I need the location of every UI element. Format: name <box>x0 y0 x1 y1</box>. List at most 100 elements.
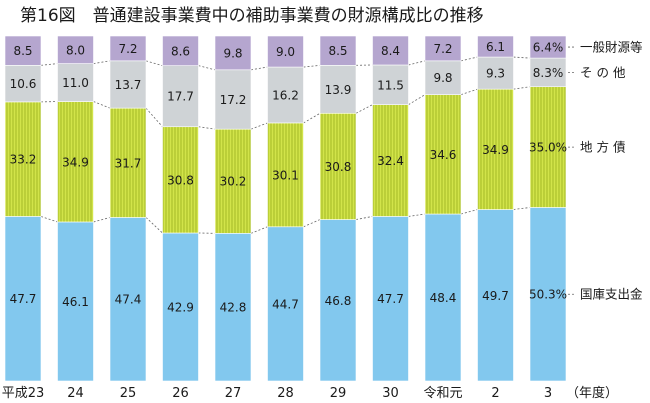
bar-kokko-0 <box>4 216 42 382</box>
label-ippan-7: 8.4 <box>381 44 400 58</box>
bar-sonota-3 <box>162 65 199 128</box>
bar-sonota-7 <box>372 64 409 105</box>
label-chihousai-1: 34.9 <box>62 155 89 169</box>
label-chihousai-3: 30.8 <box>167 173 194 187</box>
connector-7-3 <box>408 60 426 66</box>
segment-labels: 47.7 33.2 10.6 8.5 46.1 34.9 11.0 8.0 47.4 31.7 13… <box>10 40 567 315</box>
label-ippan-3: 8.6 <box>171 44 190 58</box>
connector-5-3 <box>303 64 321 68</box>
connector-8-2 <box>460 88 478 96</box>
label-ippan-5: 9.0 <box>276 45 295 59</box>
connector-5-1 <box>303 219 321 228</box>
connector-2-2 <box>145 107 163 128</box>
label-sonota-4: 17.2 <box>220 93 247 107</box>
x-tick-label-4: 27 <box>225 386 242 401</box>
connector-8-1 <box>460 209 478 215</box>
bar-kokko-7 <box>372 216 409 382</box>
x-tick-label-10: 3 <box>544 386 552 401</box>
x-tick-label-2: 25 <box>120 386 137 401</box>
connector-1-2 <box>93 101 111 109</box>
bar-sonota-4 <box>214 69 252 130</box>
bar-sonota-2 <box>109 60 147 109</box>
connector-7-2 <box>408 94 426 105</box>
bar-ippan-9 <box>477 35 514 58</box>
x-tick-label-7: 30 <box>382 386 399 401</box>
connector-5-2 <box>303 112 321 124</box>
bar-kokko-10 <box>529 207 567 382</box>
label-kokko-0: 47.7 <box>10 292 37 306</box>
label-kokko-4: 42.8 <box>220 301 247 315</box>
label-kokko-7: 47.7 <box>377 292 404 306</box>
bar-ippan-3 <box>162 35 199 66</box>
label-ippan-6: 8.5 <box>328 44 347 58</box>
connector-3-2 <box>198 126 216 130</box>
label-chihousai-9: 34.9 <box>482 143 509 157</box>
label-kokko-10: 50.3% <box>529 288 567 302</box>
legend-label-sonota: そ の 他 <box>580 65 626 80</box>
bar-ippan-5 <box>267 35 304 68</box>
bar-ippan-0 <box>4 35 42 66</box>
bar-kokko-3 <box>162 232 199 382</box>
bar-chihousai-1 <box>57 101 94 223</box>
bar-chihousai-5 <box>267 122 304 228</box>
x-tick-label-0: 平成23 <box>2 386 45 401</box>
x-tick-label-9: 2 <box>491 386 499 401</box>
connector-6-2 <box>355 104 373 114</box>
label-kokko-1: 46.1 <box>62 295 89 309</box>
bar-sonota-0 <box>4 65 42 103</box>
bar-ippan-6 <box>319 35 357 66</box>
label-ippan-2: 7.2 <box>118 42 137 56</box>
label-sonota-6: 13.9 <box>325 83 352 97</box>
label-sonota-3: 17.7 <box>167 90 194 104</box>
connector-1-1 <box>93 217 111 223</box>
label-kokko-2: 47.4 <box>115 293 142 307</box>
connector-0-3 <box>40 63 58 66</box>
legend-label-ippan: 一般財源等 <box>580 40 643 55</box>
connector-9-3 <box>513 56 531 59</box>
label-chihousai-7: 32.4 <box>377 154 404 168</box>
label-chihousai-8: 34.6 <box>430 148 457 162</box>
label-chihousai-0: 33.2 <box>10 153 37 167</box>
label-kokko-6: 46.8 <box>325 294 352 308</box>
label-ippan-0: 8.5 <box>13 44 32 58</box>
bar-chihousai-0 <box>4 101 42 217</box>
bar-kokko-8 <box>424 213 462 382</box>
connector-6-1 <box>355 216 373 220</box>
label-ippan-10: 6.4% <box>533 41 564 55</box>
label-chihousai-4: 30.2 <box>220 175 247 189</box>
connector-4-2 <box>250 122 268 130</box>
bar-sonota-9 <box>477 56 514 90</box>
label-sonota-7: 11.5 <box>377 78 404 92</box>
bar-kokko-5 <box>267 226 304 382</box>
bar-chihousai-9 <box>477 88 514 210</box>
bar-ippan-10 <box>529 35 567 59</box>
bar-chihousai-10 <box>529 86 567 208</box>
connector-9-2 <box>513 86 531 90</box>
label-chihousai-5: 30.1 <box>272 168 299 182</box>
bar-sonota-6 <box>319 65 357 114</box>
x-tick-label-5: 28 <box>277 386 294 401</box>
connector-7-1 <box>408 213 426 217</box>
connector-8-3 <box>460 56 478 62</box>
connector-3-3 <box>198 65 216 71</box>
legend-label-chihousai: 地 方 債 <box>580 140 625 155</box>
label-sonota-5: 16.2 <box>272 88 299 102</box>
bar-chihousai-2 <box>109 107 147 218</box>
connector-lines <box>40 46 576 295</box>
bar-group <box>4 35 567 382</box>
bar-chihousai-3 <box>162 126 199 234</box>
label-sonota-2: 13.7 <box>115 78 142 92</box>
label-kokko-3: 42.9 <box>167 300 194 314</box>
bar-sonota-5 <box>267 66 304 124</box>
x-tick-label-6: 29 <box>330 386 347 401</box>
bar-chihousai-4 <box>214 128 252 234</box>
label-ippan-9: 6.1 <box>486 40 505 54</box>
connector-1-3 <box>93 60 111 64</box>
label-chihousai-10: 35.0% <box>529 141 567 155</box>
bar-ippan-4 <box>214 35 252 71</box>
bar-chihousai-6 <box>319 112 357 220</box>
label-sonota-0: 10.6 <box>10 77 37 91</box>
connector-2-3 <box>145 60 163 67</box>
x-axis-unit: （年度） <box>566 385 618 401</box>
